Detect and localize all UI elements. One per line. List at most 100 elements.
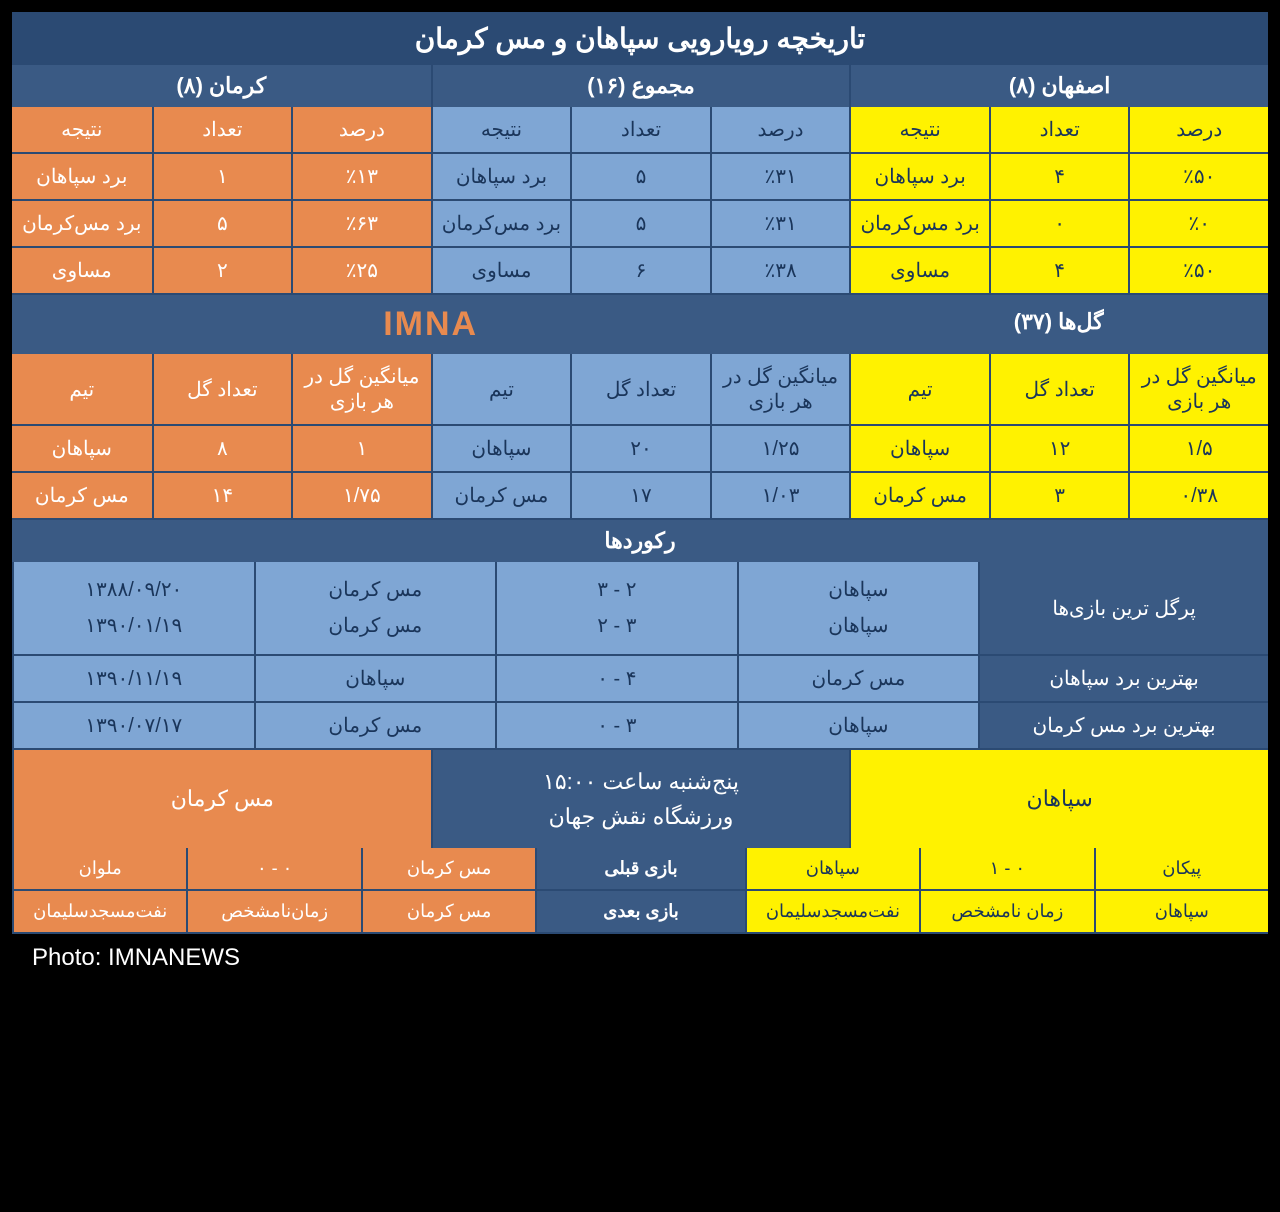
- col-team: تیم: [431, 354, 571, 426]
- cell: نفت‌مسجدسلیمان: [745, 891, 919, 934]
- results-row-draw: ٪۵۰ ۴ مساوی ٪۳۸ ۶ مساوی ٪۲۵ ۲ مساوی: [12, 248, 1268, 295]
- cell: ٪۵۰: [1128, 154, 1268, 201]
- cell: ۲۰: [570, 426, 710, 473]
- cell: سپاهانسپاهان: [737, 562, 979, 656]
- record-label: بهترین برد مس کرمان: [978, 703, 1268, 750]
- cell: ٪۱۳: [291, 154, 431, 201]
- cell: ۱/۷۵: [291, 473, 431, 520]
- cell: مساوی: [849, 248, 989, 295]
- cell: ۱۳۹۰/۰۷/۱۷: [12, 703, 254, 750]
- cell: مس کرمان: [849, 473, 989, 520]
- cell: ۱۳۹۰/۱۱/۱۹: [12, 656, 254, 703]
- col-count: تعداد: [989, 107, 1129, 154]
- match-info: پنج‌شنبه ساعت ۱۵:۰۰ورزشگاه نقش جهان: [431, 750, 850, 848]
- cell: ۴: [989, 248, 1129, 295]
- cell: ۸: [152, 426, 292, 473]
- cell: برد مس‌کرمان: [849, 201, 989, 248]
- cell: ۰/۳۸: [1128, 473, 1268, 520]
- cell: ۰ - ۱: [919, 848, 1093, 891]
- cell: ٪۲۵: [291, 248, 431, 295]
- total-label: مجموع (۱۶): [431, 65, 850, 107]
- cell: ۳ - ۰: [495, 703, 737, 750]
- cell: برد سپاهان: [431, 154, 571, 201]
- results-header: درصد تعداد نتیجه درصد تعداد نتیجه درصد ت…: [12, 107, 1268, 154]
- goals-row-sepahan: ۱/۵ ۱۲ سپاهان ۱/۲۵ ۲۰ سپاهان ۱ ۸ سپاهان: [12, 426, 1268, 473]
- cell: سپاهان: [431, 426, 571, 473]
- cell: ۱: [291, 426, 431, 473]
- cell: برد سپاهان: [12, 154, 152, 201]
- results-row-sepahan: ٪۵۰ ۴ برد سپاهان ٪۳۱ ۵ برد سپاهان ٪۱۳ ۱ …: [12, 154, 1268, 201]
- record-label: پرگل ترین بازی‌ها: [978, 562, 1268, 656]
- record-row-best-sepahan: بهترین برد سپاهان مس کرمان ۴ - ۰ سپاهان …: [12, 656, 1268, 703]
- records-header: رکوردها: [12, 520, 1268, 562]
- record-label: بهترین برد سپاهان: [978, 656, 1268, 703]
- results-row-mes: ٪۰ ۰ برد مس‌کرمان ٪۳۱ ۵ برد مس‌کرمان ٪۶۳…: [12, 201, 1268, 248]
- cell: مس کرمان: [361, 891, 535, 934]
- cell: سپاهان: [737, 703, 979, 750]
- col-percent: درصد: [710, 107, 850, 154]
- goals-header-row: میانگین گل در هر بازی تعداد گل تیم میانگ…: [12, 354, 1268, 426]
- col-result: نتیجه: [12, 107, 152, 154]
- cell: ۴: [989, 154, 1129, 201]
- cell: ۵: [570, 201, 710, 248]
- upcoming-match-row: سپاهان پنج‌شنبه ساعت ۱۵:۰۰ورزشگاه نقش جه…: [12, 750, 1268, 848]
- cell: سپاهان: [12, 426, 152, 473]
- cell: مساوی: [12, 248, 152, 295]
- prev-game-row: پیکان ۰ - ۱ سپاهان بازی قبلی مس کرمان ۰ …: [12, 848, 1268, 891]
- cell: مس کرمان: [737, 656, 979, 703]
- col-team: تیم: [12, 354, 152, 426]
- cell: برد مس‌کرمان: [431, 201, 571, 248]
- goals-row-mes: ۰/۳۸ ۳ مس کرمان ۱/۰۳ ۱۷ مس کرمان ۱/۷۵ ۱۴…: [12, 473, 1268, 520]
- cell: ۱۷: [570, 473, 710, 520]
- cell: مس کرمانمس کرمان: [254, 562, 496, 656]
- away-team: مس کرمان: [12, 750, 431, 848]
- cell: ۶: [570, 248, 710, 295]
- imna-watermark: IMNA: [12, 295, 849, 354]
- col-percent: درصد: [1128, 107, 1268, 154]
- cell: مس کرمان: [12, 473, 152, 520]
- col-avg: میانگین گل در هر بازی: [710, 354, 850, 426]
- cell: مس کرمان: [431, 473, 571, 520]
- isfahan-label: اصفهان (۸): [849, 65, 1268, 107]
- cell: برد مس‌کرمان: [12, 201, 152, 248]
- cell: سپاهان: [1094, 891, 1268, 934]
- record-row-highscore: پرگل ترین بازی‌ها سپاهانسپاهان ۲ - ۳۳ - …: [12, 562, 1268, 656]
- cell: ۰: [989, 201, 1129, 248]
- cell: ۳: [989, 473, 1129, 520]
- cell: برد سپاهان: [849, 154, 989, 201]
- col-goals: تعداد گل: [570, 354, 710, 426]
- venue-header-row: اصفهان (۸) مجموع (۱۶) کرمان (۸): [12, 65, 1268, 107]
- next-game-row: سپاهان زمان نامشخص نفت‌مسجدسلیمان بازی ب…: [12, 891, 1268, 934]
- record-row-best-mes: بهترین برد مس کرمان سپاهان ۳ - ۰ مس کرما…: [12, 703, 1268, 750]
- home-team: سپاهان: [849, 750, 1268, 848]
- cell: ۱۳۸۸/۰۹/۲۰۱۳۹۰/۰۱/۱۹: [12, 562, 254, 656]
- col-result: نتیجه: [849, 107, 989, 154]
- cell: ۱۲: [989, 426, 1129, 473]
- cell: سپاهان: [745, 848, 919, 891]
- col-count: تعداد: [570, 107, 710, 154]
- col-avg: میانگین گل در هر بازی: [291, 354, 431, 426]
- cell: سپاهان: [849, 426, 989, 473]
- cell: پیکان: [1094, 848, 1268, 891]
- main-title: تاریخچه رویارویی سپاهان و مس کرمان: [12, 12, 1268, 65]
- cell: نفت‌مسجدسلیمان: [12, 891, 186, 934]
- cell: مساوی: [431, 248, 571, 295]
- cell: ٪۵۰: [1128, 248, 1268, 295]
- col-goals: تعداد گل: [152, 354, 292, 426]
- cell: ٪۶۳: [291, 201, 431, 248]
- col-percent: درصد: [291, 107, 431, 154]
- cell: ۵: [152, 201, 292, 248]
- col-goals: تعداد گل: [989, 354, 1129, 426]
- cell: ٪۳۸: [710, 248, 850, 295]
- cell: ملوان: [12, 848, 186, 891]
- cell: زمان‌نامشخص: [186, 891, 360, 934]
- cell: ۱/۲۵: [710, 426, 850, 473]
- cell: ۲: [152, 248, 292, 295]
- cell: ۱/۵: [1128, 426, 1268, 473]
- cell: ۰ - ۰: [186, 848, 360, 891]
- kerman-label: کرمان (۸): [12, 65, 431, 107]
- photo-credit: Photo: IMNANEWS: [12, 934, 1268, 982]
- cell: ۴ - ۰: [495, 656, 737, 703]
- col-result: نتیجه: [431, 107, 571, 154]
- cell: زمان نامشخص: [919, 891, 1093, 934]
